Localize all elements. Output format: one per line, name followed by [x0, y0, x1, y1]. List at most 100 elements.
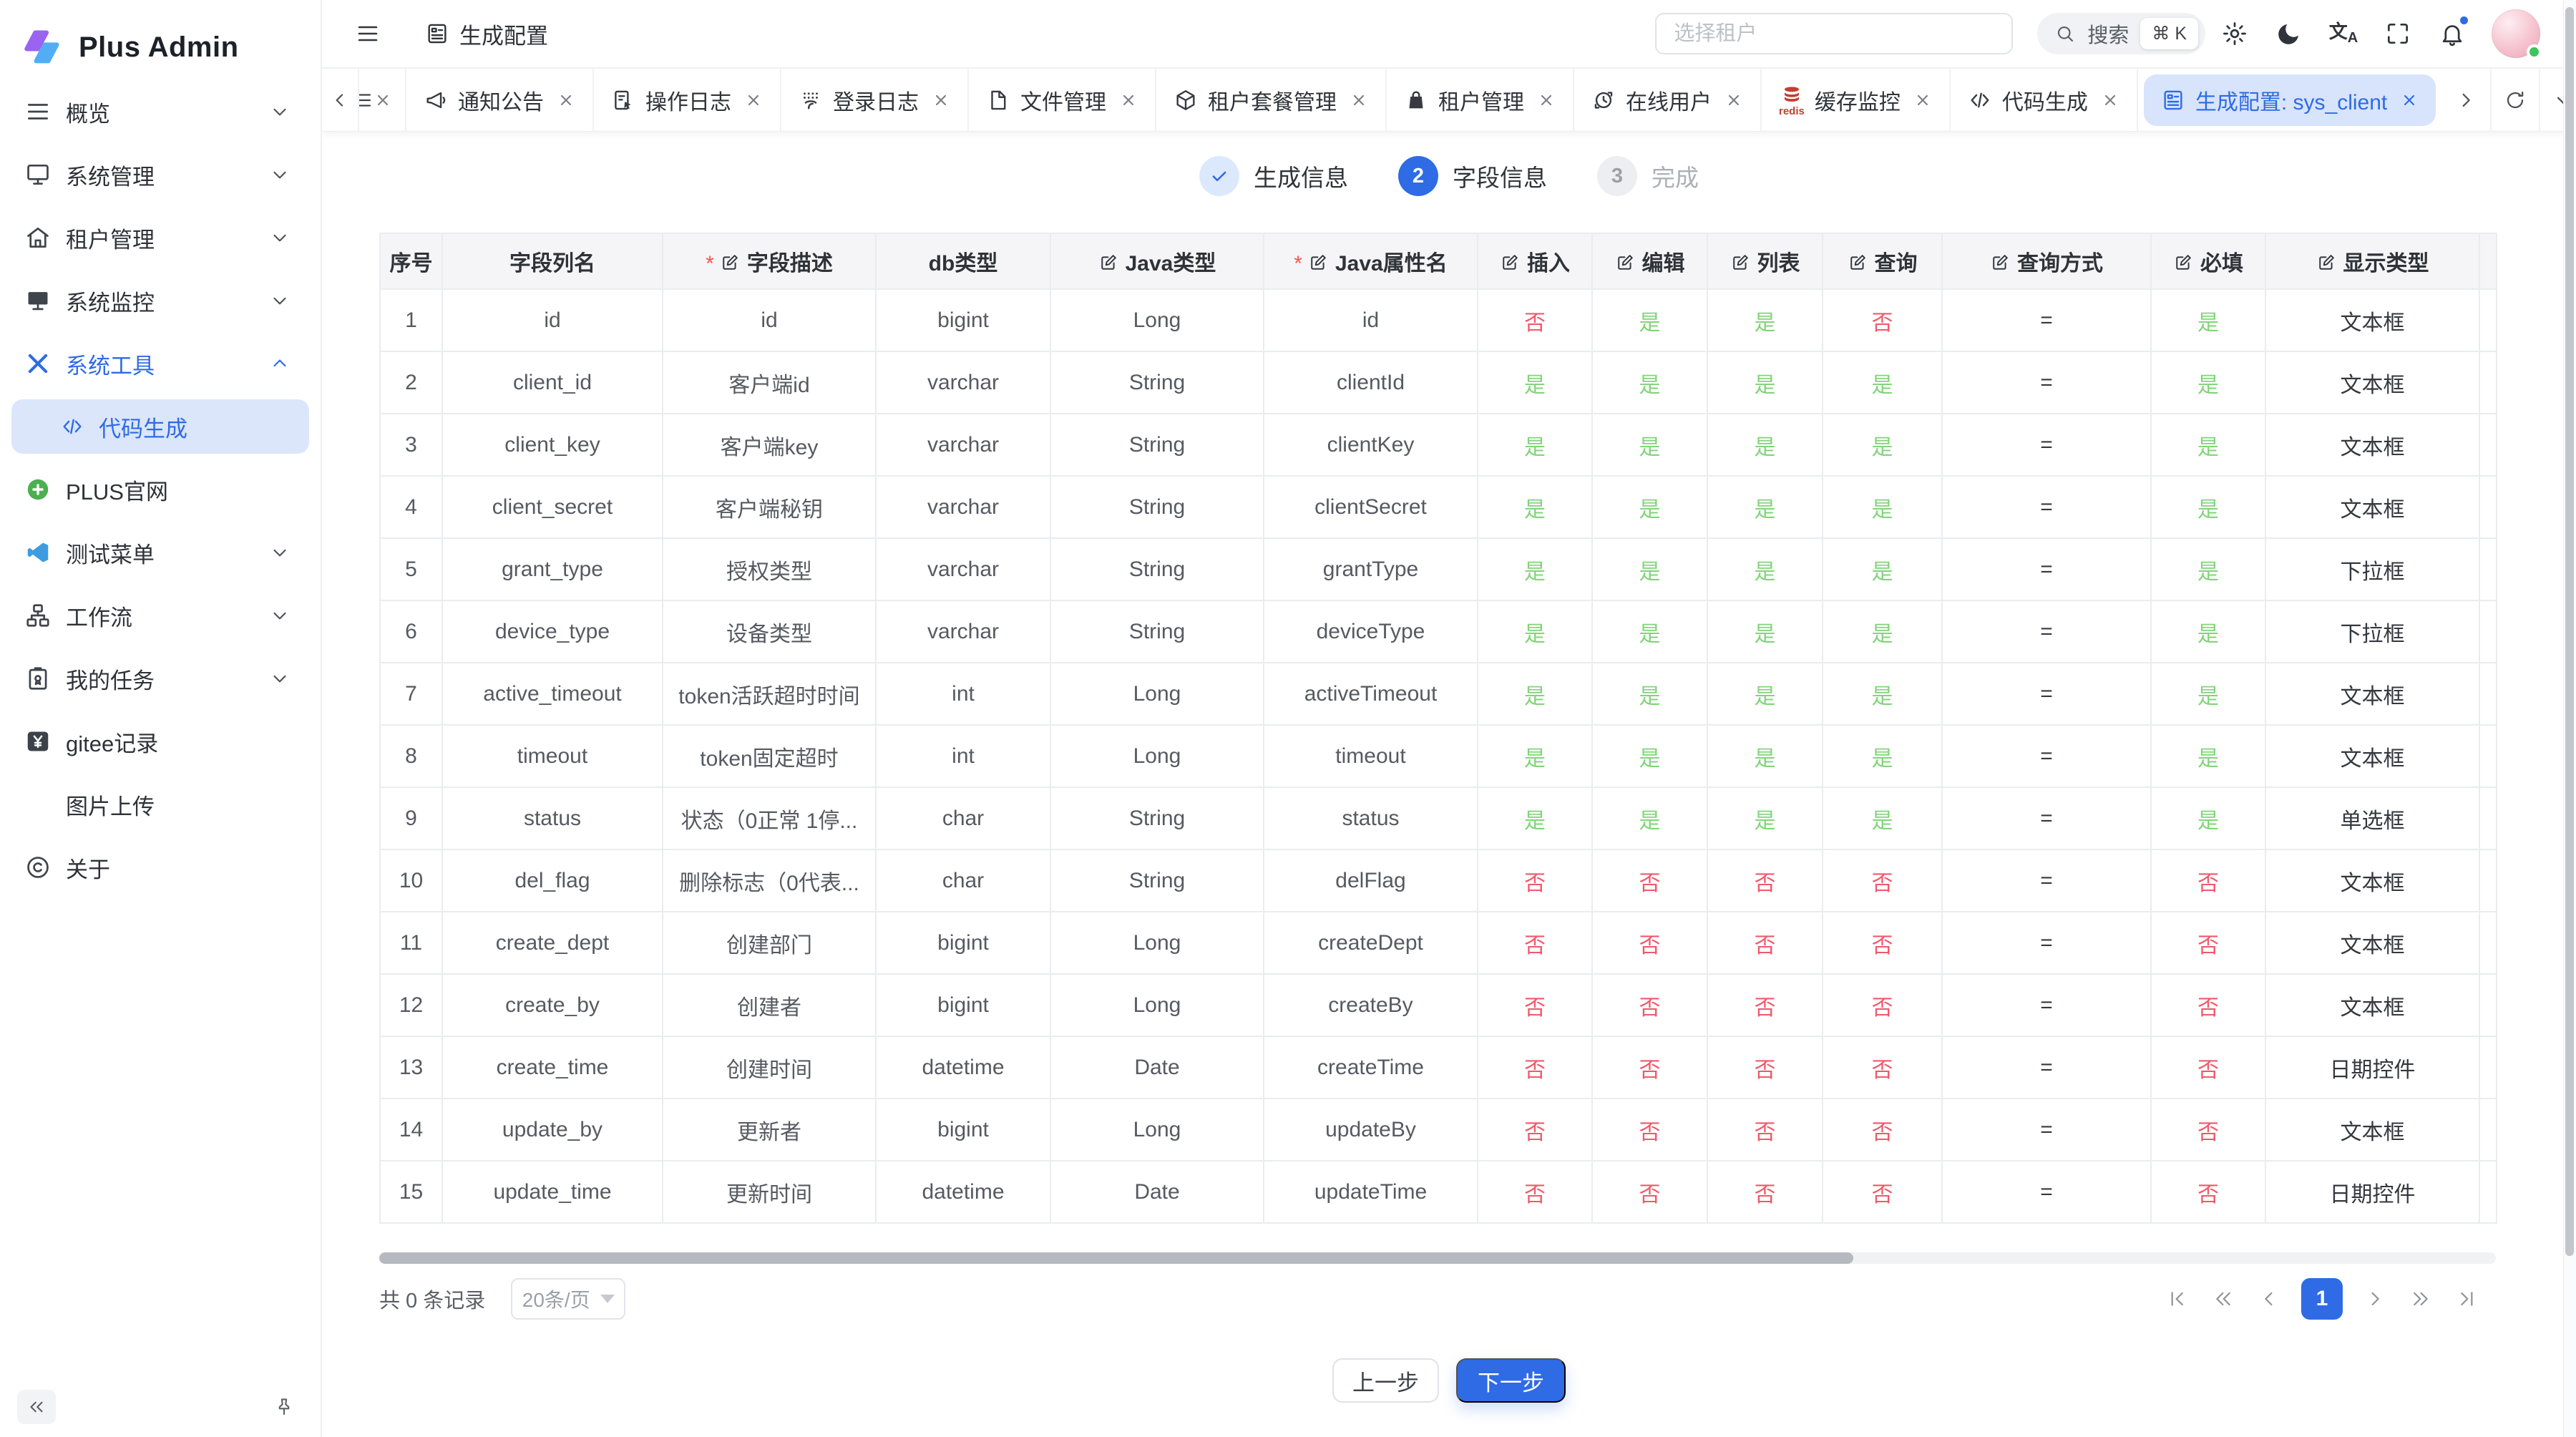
cell[interactable]: =: [1943, 290, 2152, 352]
cell[interactable]: 是: [2152, 352, 2266, 414]
pin-sidebar-button[interactable]: [265, 1390, 303, 1424]
cell[interactable]: create_by: [443, 975, 663, 1037]
cell[interactable]: Long: [1051, 663, 1264, 726]
sidebar-item-test-menu[interactable]: 测试菜单: [0, 521, 321, 584]
cell[interactable]: 否: [1708, 912, 1823, 975]
tab-cache-monitor[interactable]: redis 缓存监控: [1762, 69, 1951, 131]
cell[interactable]: =: [1943, 788, 2152, 850]
window-scrollbar-thumb[interactable]: [2565, 7, 2574, 1256]
cell[interactable]: create_time: [443, 1037, 663, 1099]
column-header[interactable]: * 字段描述: [663, 234, 877, 290]
cell[interactable]: =: [1943, 850, 2152, 912]
refresh-tab-button[interactable]: [2490, 69, 2539, 131]
cell[interactable]: 否: [1708, 850, 1823, 912]
cell[interactable]: 是: [1478, 726, 1593, 788]
cell[interactable]: timeout: [443, 726, 663, 788]
cell[interactable]: char: [877, 850, 1051, 912]
sidebar-item-system-manage[interactable]: 系统管理: [0, 143, 321, 206]
current-page-button[interactable]: 1: [2301, 1278, 2343, 1320]
cell[interactable]: 设备类型: [663, 601, 877, 663]
cell[interactable]: 文本框: [2266, 1099, 2480, 1161]
cell[interactable]: 下拉框: [2266, 539, 2480, 601]
cell[interactable]: 是: [1478, 414, 1593, 477]
last-page-button[interactable]: [2453, 1285, 2480, 1312]
cell[interactable]: 是: [1593, 601, 1708, 663]
column-header[interactable]: 显示类型: [2266, 234, 2480, 290]
cell[interactable]: status: [443, 788, 663, 850]
cell[interactable]: 文本框: [2266, 290, 2480, 352]
cell[interactable]: 授权类型: [663, 539, 877, 601]
sidebar-item-overview[interactable]: 概览: [0, 80, 321, 143]
cell[interactable]: Long: [1051, 1099, 1264, 1161]
cell[interactable]: 是: [2152, 539, 2266, 601]
cell[interactable]: 否: [2152, 1161, 2266, 1224]
tab-tenant-manage[interactable]: 租户管理: [1387, 69, 1574, 131]
cell[interactable]: active_timeout: [443, 663, 663, 726]
global-search-button[interactable]: 搜索 ⌘ K: [2037, 13, 2205, 54]
cell[interactable]: =: [1943, 975, 2152, 1037]
cell[interactable]: delFlag: [1264, 850, 1478, 912]
tabs-scroll-right-button[interactable]: [2441, 69, 2490, 131]
cell[interactable]: 否: [1708, 1037, 1823, 1099]
cell[interactable]: 否: [1708, 1161, 1823, 1224]
cell[interactable]: 否: [1708, 1099, 1823, 1161]
cell[interactable]: 否: [1823, 850, 1943, 912]
page-size-select[interactable]: 20条/页: [511, 1278, 626, 1320]
close-icon[interactable]: [1724, 91, 1743, 109]
close-icon[interactable]: [1119, 91, 1138, 109]
cell[interactable]: 是: [1593, 539, 1708, 601]
cell[interactable]: 否: [1593, 1037, 1708, 1099]
cell[interactable]: 创建者: [663, 975, 877, 1037]
cell[interactable]: 是: [1823, 788, 1943, 850]
cell[interactable]: update_by: [443, 1099, 663, 1161]
tab-online-user[interactable]: 在线用户: [1574, 69, 1762, 131]
cell[interactable]: varchar: [877, 601, 1051, 663]
cell[interactable]: timeout: [1264, 726, 1478, 788]
tab-login-log[interactable]: 登录日志: [781, 69, 969, 131]
cell[interactable]: 否: [1823, 912, 1943, 975]
cell[interactable]: String: [1051, 352, 1264, 414]
cell[interactable]: bigint: [877, 912, 1051, 975]
sidebar-item-my-tasks[interactable]: 我的任务: [0, 647, 321, 710]
cell[interactable]: del_flag: [443, 850, 663, 912]
cell[interactable]: 是: [2152, 477, 2266, 539]
sidebar-item-system-tools[interactable]: 系统工具: [0, 332, 321, 395]
cell[interactable]: varchar: [877, 477, 1051, 539]
cell[interactable]: id: [663, 290, 877, 352]
cell[interactable]: create_dept: [443, 912, 663, 975]
notifications-button[interactable]: [2427, 9, 2477, 59]
tab-code-gen[interactable]: 代码生成: [1951, 69, 2138, 131]
fullscreen-button[interactable]: [2373, 9, 2423, 59]
cell[interactable]: 是: [1593, 352, 1708, 414]
close-icon[interactable]: [2400, 91, 2419, 109]
tab-gen-config[interactable]: 生成配置: sys_client: [2143, 74, 2436, 126]
cell[interactable]: 下拉框: [2266, 601, 2480, 663]
cell[interactable]: 否: [2152, 912, 2266, 975]
tab-tenant-package[interactable]: 租户套餐管理: [1156, 69, 1387, 131]
cell[interactable]: int: [877, 726, 1051, 788]
prev-5-pages-button[interactable]: [2210, 1285, 2237, 1312]
cell[interactable]: 是: [1478, 539, 1593, 601]
cell[interactable]: updateTime: [1264, 1161, 1478, 1224]
tab-operation-log[interactable]: 操作日志: [594, 69, 781, 131]
cell[interactable]: 否: [1823, 290, 1943, 352]
cell[interactable]: 是: [1593, 290, 1708, 352]
close-icon[interactable]: [1537, 91, 1556, 109]
cell[interactable]: 是: [2152, 726, 2266, 788]
cell[interactable]: 是: [1823, 352, 1943, 414]
cell[interactable]: Long: [1051, 975, 1264, 1037]
cell[interactable]: token活跃超时时间: [663, 663, 877, 726]
cell[interactable]: 否: [1593, 912, 1708, 975]
cell[interactable]: 否: [1593, 975, 1708, 1037]
column-header[interactable]: * Java属性名: [1264, 234, 1478, 290]
app-logo[interactable]: Plus Admin: [0, 0, 321, 76]
cell[interactable]: client_id: [443, 352, 663, 414]
menu-toggle-button[interactable]: [346, 12, 389, 55]
cell[interactable]: =: [1943, 912, 2152, 975]
cell[interactable]: 否: [1478, 290, 1593, 352]
cell[interactable]: 是: [2152, 601, 2266, 663]
cell[interactable]: 否: [2152, 1037, 2266, 1099]
cell[interactable]: String: [1051, 539, 1264, 601]
cell[interactable]: 是: [1593, 477, 1708, 539]
tab-file-manage[interactable]: 文件管理: [969, 69, 1156, 131]
